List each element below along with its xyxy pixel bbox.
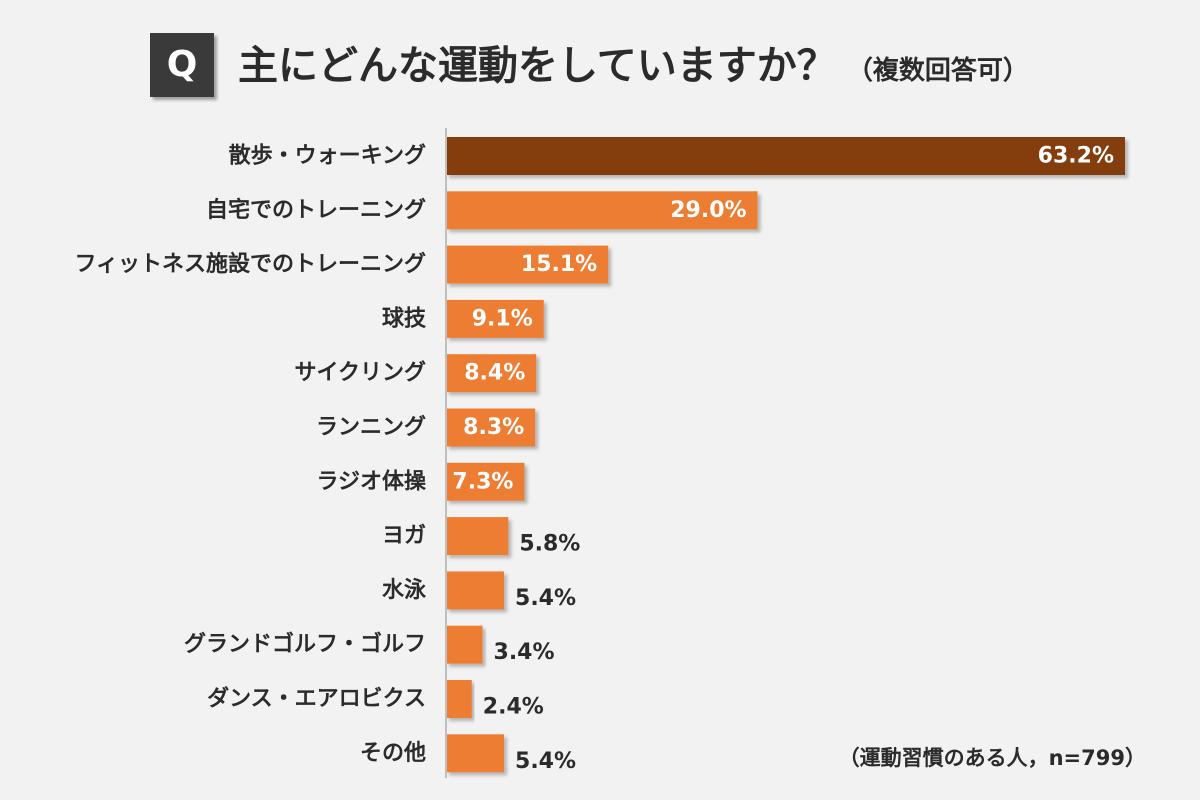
- value-label-9: 3.4%: [494, 640, 555, 665]
- category-label-10: ダンス・エアロビクス: [207, 686, 426, 712]
- value-label-5: 8.3%: [463, 415, 524, 440]
- category-label-3: 球技: [382, 306, 427, 331]
- sample-note: （運動習慣のある人，n=799）: [838, 746, 1146, 770]
- bar-1: [446, 191, 758, 230]
- bar-7: [446, 517, 509, 556]
- chart-title-text: 主にどんな運動をしていますか？: [238, 43, 837, 89]
- category-labels: 散歩・ウォーキング自宅でのトレーニングフィットネス施設でのトレーニング球技サイク…: [74, 143, 427, 766]
- category-label-7: ヨガ: [382, 524, 426, 549]
- category-label-4: サイクリング: [294, 360, 426, 386]
- bar-11: [446, 734, 505, 773]
- value-label-1: 29.0%: [670, 198, 746, 223]
- category-label-2: フィットネス施設でのトレーニング: [74, 251, 426, 277]
- value-label-11: 5.4%: [515, 749, 576, 774]
- bar-8: [446, 571, 505, 610]
- value-label-10: 2.4%: [483, 695, 544, 720]
- bar-3: [446, 299, 544, 338]
- value-label-2: 15.1%: [521, 252, 597, 277]
- category-label-11: その他: [360, 741, 426, 766]
- bar-6: [446, 462, 525, 501]
- category-label-1: 自宅でのトレーニング: [206, 197, 426, 223]
- category-label-5: ランニング: [316, 414, 426, 440]
- bar-4: [446, 354, 537, 393]
- value-label-3: 9.1%: [472, 306, 533, 331]
- bar-10: [446, 680, 472, 718]
- chart-title: 主にどんな運動をしていますか？ （複数回答可）: [238, 38, 1029, 99]
- category-label-6: ラジオ体操: [316, 469, 427, 494]
- value-label-4: 8.4%: [464, 361, 525, 386]
- category-label-0: 散歩・ウォーキング: [229, 143, 426, 169]
- value-labels: 63.2% 29.0% 15.1% 9.1% 8.4% 8.3% 7.3% 5.8% 5.4% 3…: [452, 144, 1114, 774]
- bar-2: [446, 245, 609, 284]
- value-label-7: 5.8%: [519, 532, 580, 557]
- question-badge: Q: [150, 33, 214, 97]
- bar-0: [446, 137, 1125, 175]
- bar-9: [446, 625, 483, 664]
- value-label-8: 5.4%: [515, 586, 576, 611]
- chart-title-note: （複数回答可）: [846, 56, 1029, 86]
- bar-5: [446, 408, 536, 447]
- value-label-6: 7.3%: [452, 469, 513, 494]
- bars-layer: [446, 137, 1125, 773]
- category-label-9: グランドゴルフ・ゴルフ: [184, 631, 426, 657]
- category-label-8: 水泳: [382, 578, 427, 603]
- value-label-0: 63.2%: [1038, 144, 1114, 169]
